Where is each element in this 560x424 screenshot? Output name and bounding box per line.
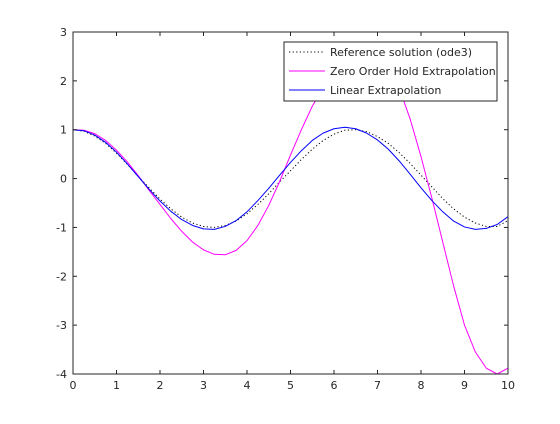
legend: Reference solution (ode3) Zero Order Hold… [283, 41, 498, 102]
x-tick-label: 1 [113, 379, 120, 392]
x-tick-label: 0 [70, 379, 77, 392]
legend-label: Reference solution (ode3) [330, 46, 472, 59]
x-tick-label: 4 [244, 379, 251, 392]
y-tick-label: -3 [56, 319, 67, 332]
axes-layer: 0 1 2 3 4 5 6 7 8 9 10 -4 -3 -2 -1 0 1 2 3 [56, 26, 515, 392]
y-tick-label: -1 [56, 221, 67, 234]
y-tick-label: 1 [60, 124, 67, 137]
y-tick-label: 0 [60, 173, 67, 186]
y-tick-label: 3 [60, 26, 67, 39]
series-line-reference-solution-ode3 [72, 129, 509, 228]
legend-label: Linear Extrapolation [330, 84, 441, 97]
legend-label: Zero Order Hold Extrapolation [330, 65, 496, 78]
x-tick-label: 5 [287, 379, 294, 392]
x-tick-label: 7 [374, 379, 381, 392]
series-layer [72, 70, 509, 375]
x-tick-label: 8 [418, 379, 425, 392]
y-tick-label: -2 [56, 270, 67, 283]
x-tick-label: 6 [331, 379, 338, 392]
x-tick-label: 3 [200, 379, 207, 392]
x-tick-label: 10 [501, 379, 515, 392]
x-tick-label: 2 [157, 379, 164, 392]
y-tick-label: 2 [60, 75, 67, 88]
x-tick-label: 9 [461, 379, 468, 392]
series-line-linear-extrapolation [72, 126, 509, 230]
y-tick-label: -4 [56, 368, 67, 381]
